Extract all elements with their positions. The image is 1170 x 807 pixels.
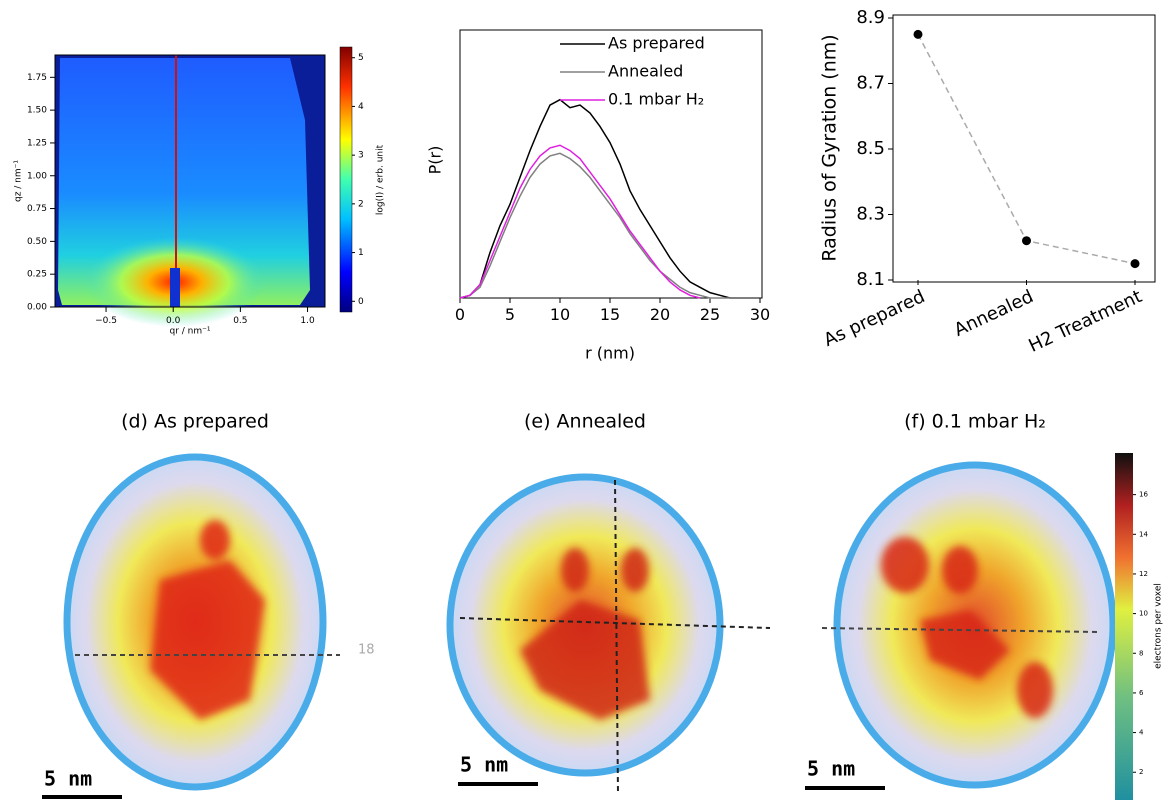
x-tick-label: 0.0 xyxy=(166,316,181,326)
y-axis-label: Radius of Gyration (nm) xyxy=(819,34,841,261)
y-tick-label: 1.50 xyxy=(27,106,47,116)
colorbar-tick-label: 4 xyxy=(358,102,364,112)
y-tick-label: 8.5 xyxy=(856,138,885,159)
colorbar-tick-label: 5 xyxy=(358,53,364,63)
series-line xyxy=(459,144,701,299)
colorbar-tick-label: 12 xyxy=(1139,570,1148,578)
x-tick-label: 10 xyxy=(550,305,570,324)
panel-title: (f) 0.1 mbar H₂ xyxy=(904,411,1046,433)
scale-bar-label: 5 nm xyxy=(44,767,92,791)
x-tick-label: Annealed xyxy=(951,286,1037,341)
colorbar-tick-label: 0 xyxy=(358,297,364,307)
volume-render xyxy=(821,461,1117,789)
detector-image xyxy=(58,58,310,305)
y-tick-label: 0.00 xyxy=(27,303,47,313)
colorbar-tick-label: 16 xyxy=(1139,491,1148,499)
y-tick-label: 0.50 xyxy=(27,237,47,247)
y-tick-label: 1.00 xyxy=(27,171,47,181)
x-axis-label: qr / nm⁻¹ xyxy=(170,327,211,337)
colorbar-tick-label: 3 xyxy=(358,151,364,161)
colorbar-tick-label: 1 xyxy=(358,248,364,258)
colorbar xyxy=(339,46,353,313)
colorbar-tick-label: 10 xyxy=(1139,610,1148,618)
x-tick-label: 0 xyxy=(455,305,465,324)
legend-label: As prepared xyxy=(608,34,705,53)
y-axis-label: P(r) xyxy=(426,146,445,175)
x-tick-label: 0.5 xyxy=(233,316,247,326)
colorbar-tick-label: 4 xyxy=(1139,729,1144,737)
y-axis-label: qz / nm⁻¹ xyxy=(14,160,24,202)
x-tick-label: −0.5 xyxy=(95,316,117,326)
volume-render xyxy=(446,473,771,796)
x-tick-label: 15 xyxy=(600,305,620,324)
colorbar xyxy=(1115,453,1133,800)
y-tick-label: 8.1 xyxy=(856,269,885,290)
colorbar-tick-label: 8 xyxy=(1139,649,1143,657)
colorbar-tick-label: 6 xyxy=(1139,689,1144,697)
series-line xyxy=(917,34,1136,265)
colorbar-label: electrons per voxel xyxy=(1154,583,1164,669)
x-tick-label: 5 xyxy=(505,305,515,324)
data-point xyxy=(1022,236,1031,246)
colorbar-tick-label: 2 xyxy=(1139,768,1143,776)
x-axis-label: r (nm) xyxy=(585,344,635,363)
panel-title: (e) Annealed xyxy=(524,411,646,433)
series-line xyxy=(459,98,731,299)
axes-frame xyxy=(54,54,326,308)
scale-bar-label: 5 nm xyxy=(460,753,508,777)
scale-bar-label: 5 nm xyxy=(807,757,855,781)
x-tick-label: H2 Treatment xyxy=(1025,286,1145,357)
colorbar-tick-label: 14 xyxy=(1139,530,1148,538)
x-tick-label: As prepared xyxy=(821,286,929,351)
data-point xyxy=(913,29,923,39)
y-tick-label: 0.75 xyxy=(27,204,47,214)
series-line xyxy=(459,152,730,299)
y-tick-label: 8.3 xyxy=(856,204,885,225)
colorbar-tick-label: 2 xyxy=(358,199,364,209)
volume-render xyxy=(63,453,340,791)
beamstop xyxy=(170,268,180,307)
x-tick-label: 1.0 xyxy=(300,316,315,326)
x-tick-label: 30 xyxy=(750,305,770,324)
legend-label: Annealed xyxy=(608,62,683,81)
y-tick-label: 0.25 xyxy=(27,270,47,280)
y-tick-label: 1.25 xyxy=(27,138,47,148)
annotation: 18 xyxy=(358,643,375,658)
x-tick-label: 25 xyxy=(700,305,720,324)
data-point xyxy=(1130,259,1140,269)
legend-label: 0.1 mbar H₂ xyxy=(608,90,704,109)
colorbar-label: log(I) / erb. unit xyxy=(376,144,386,215)
panel-title: (d) As prepared xyxy=(121,411,269,433)
y-tick-label: 8.7 xyxy=(856,73,885,94)
x-tick-label: 20 xyxy=(650,305,670,324)
y-tick-label: 8.9 xyxy=(856,7,885,28)
axes-frame xyxy=(459,29,763,299)
y-tick-label: 1.75 xyxy=(27,73,47,83)
